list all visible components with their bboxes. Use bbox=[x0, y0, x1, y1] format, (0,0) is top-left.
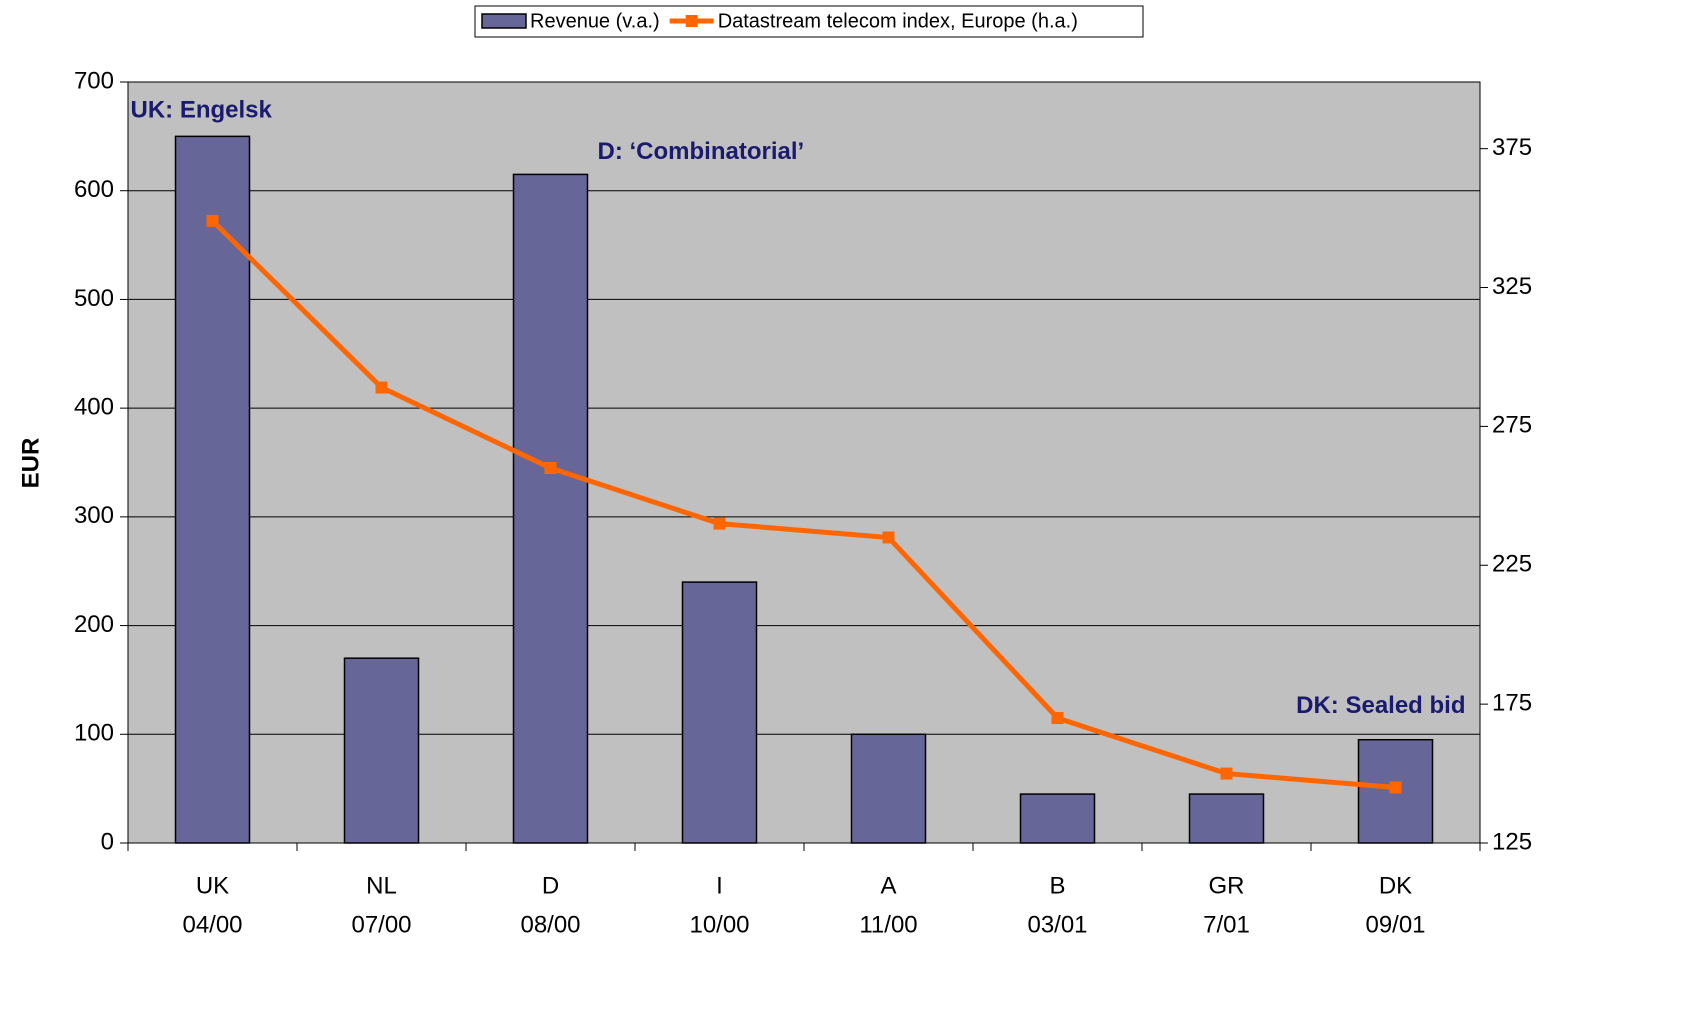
x-tick-label: 07/00 bbox=[351, 911, 411, 938]
line bbox=[210, 219, 1396, 790]
x-tick-label: 7/01 bbox=[1203, 911, 1250, 938]
legend-swatch bbox=[685, 15, 698, 27]
y2-tick-label: 375 bbox=[1492, 134, 1532, 161]
line-marker bbox=[1220, 767, 1233, 780]
line-marker bbox=[375, 381, 388, 394]
y2-tick-label: 125 bbox=[1492, 828, 1532, 855]
y-tick-label: 600 bbox=[74, 176, 114, 203]
y-tick-label: 400 bbox=[74, 393, 114, 420]
y2-tick-label: 225 bbox=[1492, 551, 1532, 578]
y-tick-label: 300 bbox=[74, 502, 114, 529]
x-tick-label: 09/01 bbox=[1365, 911, 1425, 938]
line-marker bbox=[1051, 712, 1064, 725]
x-tick-label: 03/01 bbox=[1027, 911, 1087, 938]
line-marker bbox=[206, 214, 219, 227]
legend-label: Revenue (v.a.) bbox=[530, 10, 660, 32]
x-tick-label: D bbox=[542, 872, 559, 899]
x-tick-label: 04/00 bbox=[182, 911, 242, 938]
bar bbox=[174, 135, 251, 844]
bar bbox=[343, 657, 420, 844]
x-tick-label: GR bbox=[1209, 872, 1245, 899]
legend-swatch bbox=[481, 13, 527, 29]
x-tick-label: I bbox=[716, 872, 723, 899]
y-axis-label: EUR bbox=[17, 438, 44, 489]
annotation: DK: Sealed bid bbox=[1296, 692, 1465, 719]
y-tick-label: 500 bbox=[74, 285, 114, 312]
line-marker bbox=[882, 531, 895, 544]
bar bbox=[681, 581, 758, 844]
x-tick-label: B bbox=[1049, 872, 1065, 899]
x-tick-label: UK bbox=[196, 872, 229, 899]
y-tick-label: 200 bbox=[74, 611, 114, 638]
x-tick-label: A bbox=[880, 872, 896, 899]
plot-area bbox=[127, 81, 1481, 844]
line-marker bbox=[1389, 781, 1402, 794]
x-tick-label: NL bbox=[366, 872, 397, 899]
y-tick-label: 100 bbox=[74, 720, 114, 747]
legend-label: Datastream telecom index, Europe (h.a.) bbox=[718, 10, 1078, 32]
x-tick-label: DK bbox=[1379, 872, 1412, 899]
y2-tick-label: 275 bbox=[1492, 412, 1532, 439]
annotation: D: ‘Combinatorial’ bbox=[598, 138, 805, 165]
line-marker bbox=[544, 462, 557, 475]
y-tick-label: 0 bbox=[101, 828, 114, 855]
y-tick-label: 700 bbox=[74, 67, 114, 94]
legend-box bbox=[474, 5, 1144, 38]
bar bbox=[1019, 793, 1096, 844]
y2-tick-label: 175 bbox=[1492, 689, 1532, 716]
bar bbox=[512, 173, 589, 844]
annotation: UK: Engelsk bbox=[131, 97, 273, 124]
bar bbox=[850, 733, 927, 844]
x-tick-label: 08/00 bbox=[520, 911, 580, 938]
x-tick-label: 10/00 bbox=[689, 911, 749, 938]
bar bbox=[1188, 793, 1265, 844]
y2-tick-label: 325 bbox=[1492, 273, 1532, 300]
x-tick-label: 11/00 bbox=[859, 911, 917, 938]
line-marker bbox=[713, 517, 726, 530]
